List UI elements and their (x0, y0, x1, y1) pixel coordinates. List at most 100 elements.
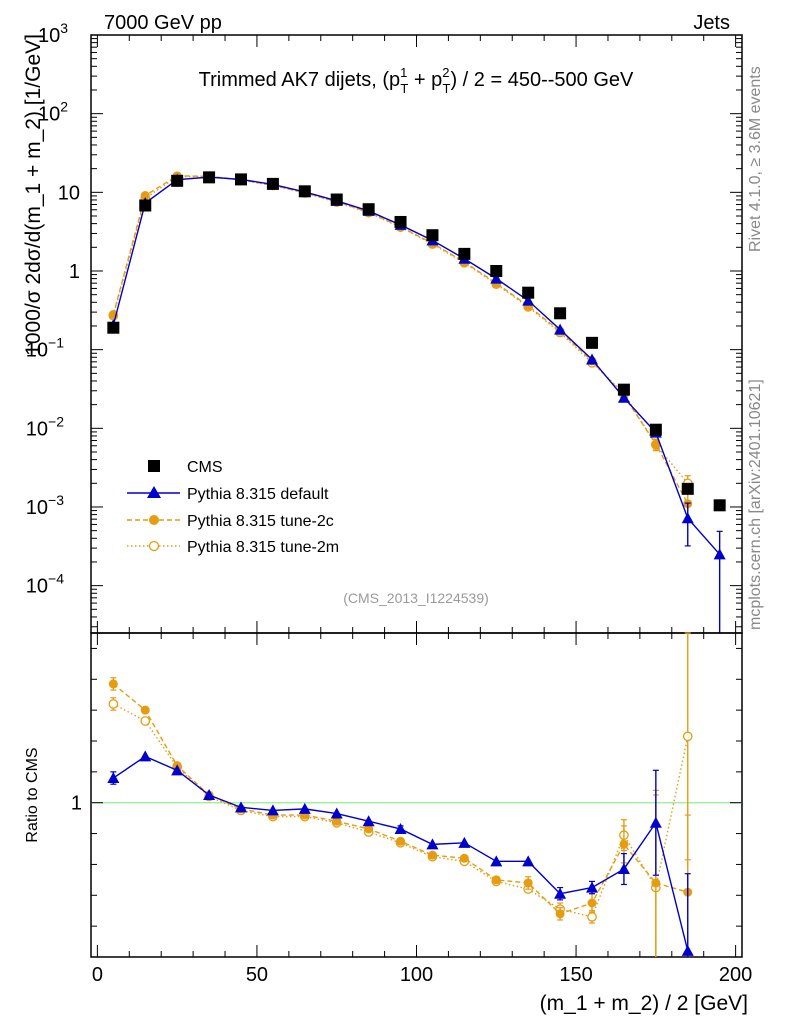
legend-marker-tune2m (148, 540, 160, 552)
rivet-label: Rivet 4.1.0, ≥ 3.6M events (747, 66, 764, 252)
marker-default (554, 323, 567, 335)
marker-default (586, 353, 599, 365)
marker-tune2c (587, 898, 597, 908)
ratio-series-marks (107, 632, 694, 957)
marker-cms (203, 171, 216, 184)
x-tick-label: 200 (719, 964, 752, 986)
marker-cms (362, 203, 375, 216)
main-y-tick-label: 10−4 (26, 571, 64, 598)
legend-label-tune2c: Pythia 8.315 tune-2c (187, 513, 334, 530)
main-series-marks (107, 171, 726, 633)
marker-default (522, 855, 535, 867)
legend-entry-cms: CMS (148, 459, 223, 476)
mcplots-label: mcplots.cern.ch [arXiv:2401.10621] (747, 379, 764, 630)
marker-tune2c (555, 909, 565, 919)
main-axis-ticks (91, 34, 742, 633)
marker-cms (617, 383, 630, 396)
analysis-watermark: (CMS_2013_I1224539) (343, 590, 489, 606)
marker-tune2c (427, 850, 437, 860)
x-tick-label: 0 (92, 964, 103, 986)
marker-tune2c (140, 191, 150, 201)
series-default (107, 171, 726, 633)
marker-cms (554, 307, 567, 320)
marker-cms (330, 193, 343, 206)
marker-tune2m (140, 716, 151, 726)
marker-default (490, 272, 503, 284)
marker-default (362, 815, 375, 827)
marker-tune2c (396, 836, 406, 846)
marker-default (234, 801, 247, 813)
marker-tune2c (140, 705, 150, 715)
ratio-y-tick-label: 1 (71, 793, 82, 815)
marker-tune2c (619, 839, 629, 849)
marker-default (330, 807, 343, 819)
series-line-tune2c (112, 683, 688, 915)
x-tick-label: 100 (400, 964, 433, 986)
legend-label-tune2m: Pythia 8.315 tune-2m (187, 539, 339, 556)
legend-label-cms: CMS (187, 459, 223, 476)
marker-cms (490, 264, 503, 277)
marker-cms (586, 336, 599, 349)
legend-marker-tune2c (149, 515, 159, 525)
main-y-tick-label: 10−3 (26, 492, 64, 519)
header-left: 7000 GeV pp (104, 12, 222, 34)
marker-cms (107, 321, 120, 334)
legend-marker-cms (148, 460, 160, 472)
legend-entry-tune2m: Pythia 8.315 tune-2m (127, 539, 339, 556)
main-y-tick-label: 102 (38, 99, 68, 126)
series-default (107, 750, 694, 957)
main-y-tick-label: 10−1 (26, 335, 64, 362)
series-tune2c (108, 677, 693, 957)
header-right: Jets (693, 12, 730, 34)
marker-default (617, 391, 630, 403)
ratio-plot-frame (90, 632, 743, 958)
marker-cms (713, 499, 726, 512)
marker-tune2m (682, 731, 693, 742)
ratio-tick-labels: 1 0 50 100 150 200 (71, 793, 752, 986)
main-y-axis-label: 1000/σ 2dσ/d(m_1 + m_2) [1/GeV] (22, 34, 45, 356)
marker-default (458, 836, 471, 848)
marker-cms (649, 423, 662, 436)
series-cms (107, 171, 726, 512)
legend-entry-default: Pythia 8.315 default (127, 486, 329, 503)
marker-tune2m (108, 699, 119, 709)
x-tick-label: 50 (246, 964, 268, 986)
marker-cms (298, 185, 311, 198)
marker-cms (234, 173, 247, 186)
marker-cms (681, 482, 694, 495)
x-axis-label: (m_1 + m_2) / 2 [GeV] (540, 992, 748, 1015)
legend: CMS Pythia 8.315 default Pythia 8.315 tu… (127, 459, 339, 556)
marker-default (139, 750, 152, 762)
x-tick-label: 150 (559, 964, 592, 986)
marker-default (171, 764, 184, 776)
marker-default (394, 822, 407, 834)
marker-cms (139, 199, 152, 212)
marker-default (522, 294, 535, 306)
marker-default (681, 512, 694, 524)
marker-default (107, 772, 120, 784)
marker-default (713, 548, 726, 560)
marker-cms (522, 286, 535, 299)
marker-default (554, 887, 567, 899)
marker-cms (266, 177, 279, 190)
marker-tune2c (332, 816, 342, 826)
marker-default (266, 804, 279, 816)
main-y-tick-label: 1 (69, 261, 80, 283)
marker-tune2c (459, 853, 469, 863)
ratio-y-axis-label: Ratio to CMS (24, 747, 41, 842)
marker-cms (394, 215, 407, 228)
series-line-tune2m (113, 703, 689, 918)
marker-cms (171, 174, 184, 187)
main-panel: Trimmed AK7 dijets, (p1 T + p2 T) / 2 = 45… (22, 20, 743, 634)
main-y-tick-label: 10 (58, 182, 80, 204)
marker-default (203, 789, 216, 800)
marker-default (298, 802, 311, 814)
marker-tune2c (491, 875, 501, 885)
marker-tune2m (587, 912, 597, 922)
series-line-default (112, 755, 689, 951)
legend-entry-tune2c: Pythia 8.315 tune-2c (127, 513, 334, 530)
marker-tune2c (108, 679, 118, 689)
marker-cms (458, 247, 471, 260)
